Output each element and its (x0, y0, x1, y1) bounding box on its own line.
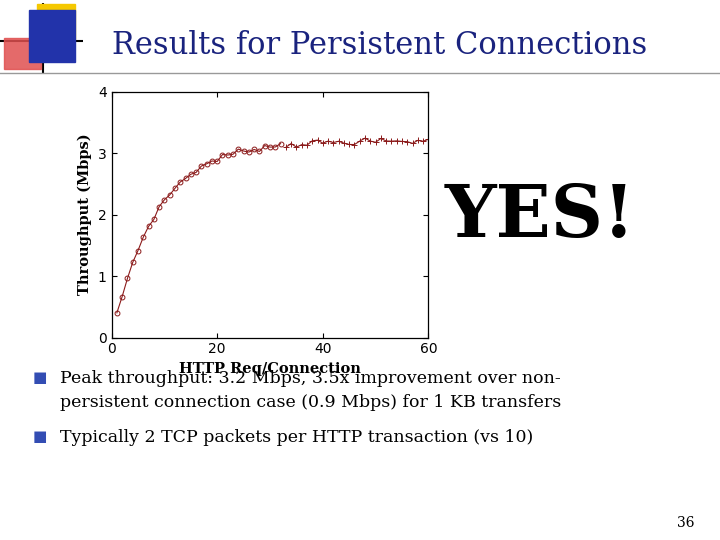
Text: ■: ■ (32, 429, 47, 444)
Bar (4, 38, 42, 69)
Y-axis label: Throughput (Mbps): Throughput (Mbps) (78, 134, 92, 295)
Text: Peak throughput: 3.2 Mbps, 3.5x improvement over non-: Peak throughput: 3.2 Mbps, 3.5x improvem… (60, 370, 560, 387)
Text: Results for Persistent Connections: Results for Persistent Connections (112, 30, 647, 60)
Text: ■: ■ (32, 370, 47, 385)
Text: Typically 2 TCP packets per HTTP transaction (vs 10): Typically 2 TCP packets per HTTP transac… (60, 429, 533, 446)
Text: persistent connection case (0.9 Mbps) for 1 KB transfers: persistent connection case (0.9 Mbps) fo… (60, 394, 561, 411)
X-axis label: HTTP Req/Connection: HTTP Req/Connection (179, 362, 361, 376)
Text: 36: 36 (678, 516, 695, 530)
Bar (29, 10, 75, 62)
Text: YES!: YES! (445, 180, 635, 252)
Bar (37, 4, 75, 39)
